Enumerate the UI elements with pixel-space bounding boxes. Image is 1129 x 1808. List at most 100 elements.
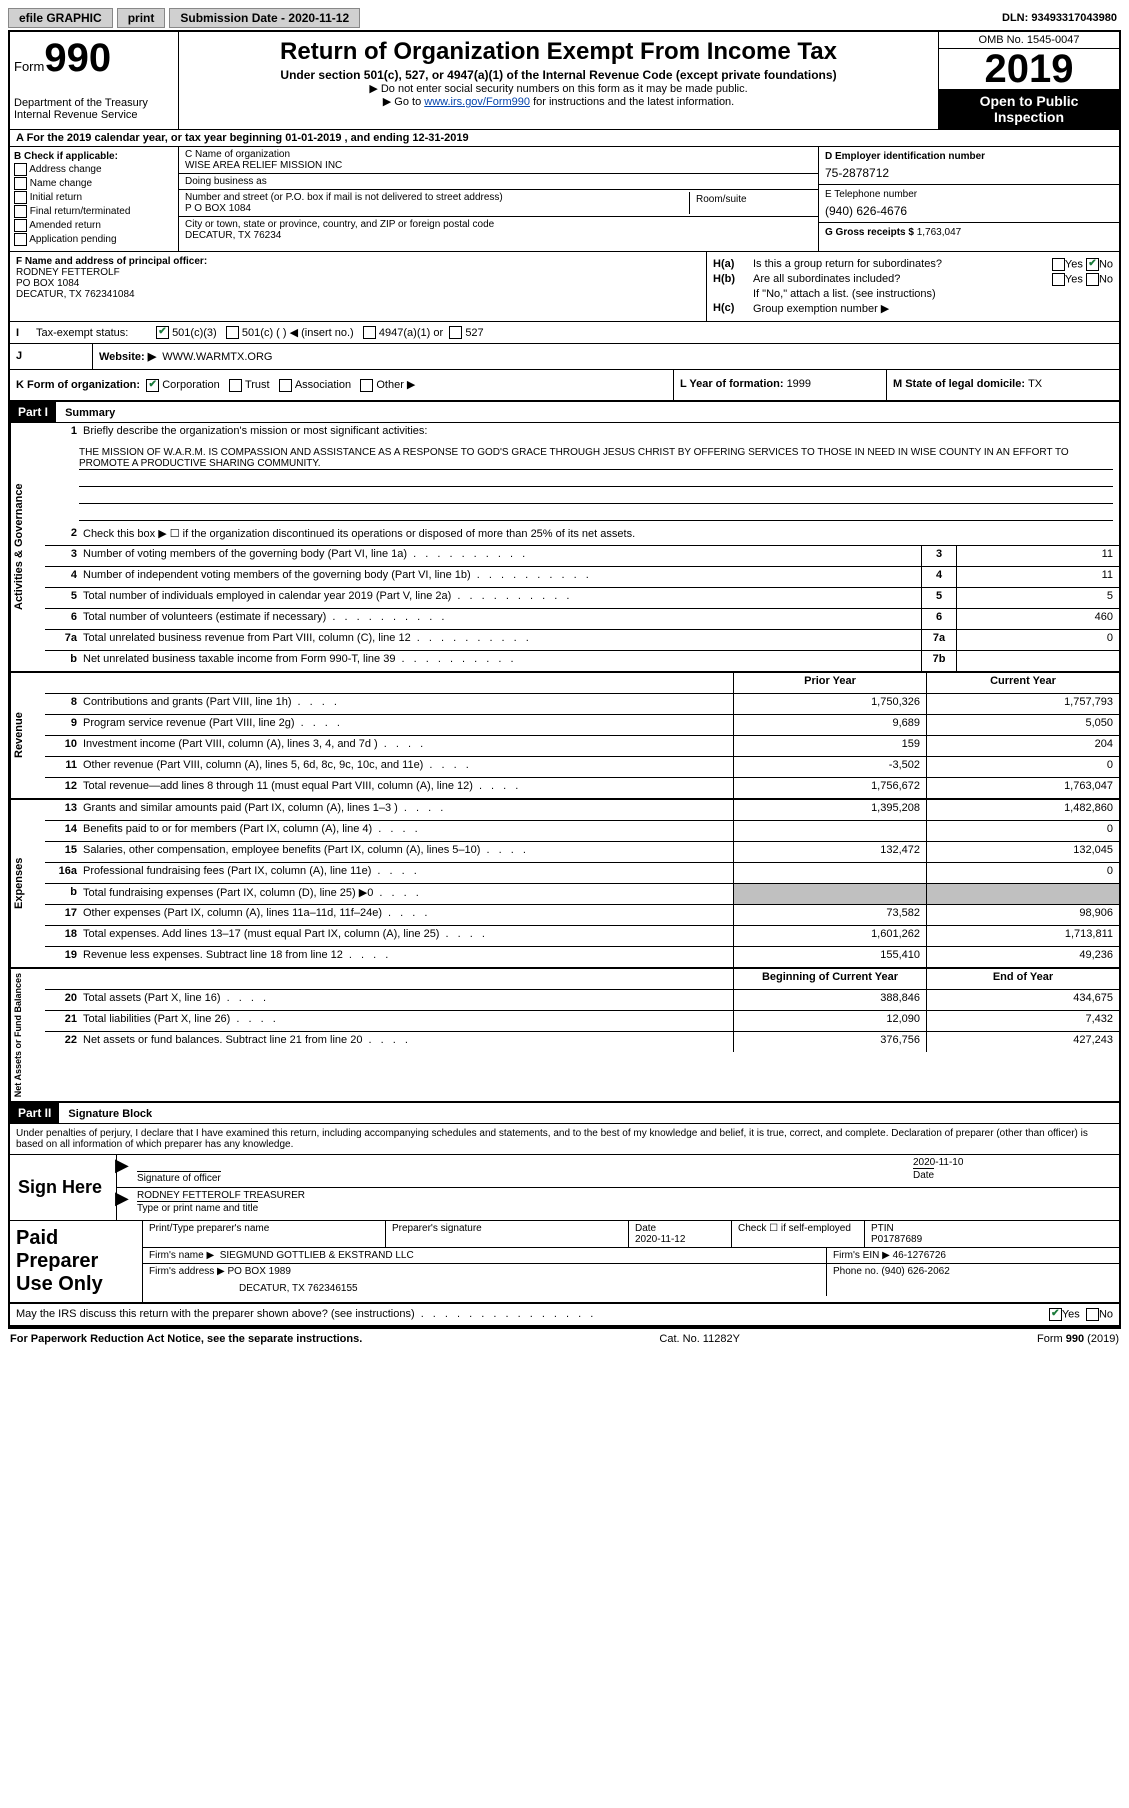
h-b-note: If "No," attach a list. (see instruction… [713,288,1113,300]
sig-date: 2020-11-10 [913,1157,1113,1168]
section-fh: F Name and address of principal officer:… [10,252,1119,322]
form-header: Form990 Department of the Treasury Inter… [10,32,1119,130]
line-7b: bNet unrelated business taxable income f… [45,650,1119,671]
org-name: WISE AREA RELIEF MISSION INC [185,160,812,171]
chk-name-change[interactable]: Name change [14,177,174,190]
line-7a: 7aTotal unrelated business revenue from … [45,629,1119,650]
rev-line-8: 8Contributions and grants (Part VIII, li… [45,693,1119,714]
paid-preparer-section: Paid Preparer Use Only Print/Type prepar… [10,1221,1119,1304]
officer-name-title: RODNEY FETTEROLF TREASURER [137,1190,1113,1201]
discuss-row: May the IRS discuss this return with the… [10,1304,1119,1327]
self-employed-check[interactable]: Check ☐ if self-employed [732,1221,865,1247]
rev-line-12: 12Total revenue—add lines 8 through 11 (… [45,777,1119,798]
hb-no-checkbox[interactable] [1086,273,1099,286]
print-button[interactable]: print [117,8,166,28]
gross-receipts: 1,763,047 [917,227,962,238]
dba-cell: Doing business as [179,174,818,190]
revenue-section: Revenue Prior Year Current Year 8Contrib… [10,673,1119,800]
h-a-row: H(a) Is this a group return for subordin… [713,258,1113,271]
na-line-22: 22Net assets or fund balances. Subtract … [45,1031,1119,1052]
city-cell: City or town, state or province, country… [179,217,818,243]
line-1: 1 Briefly describe the organization's mi… [45,423,1119,443]
phone-cell: E Telephone number (940) 626-4676 [819,185,1119,223]
ein-value: 75-2878712 [825,162,1113,180]
ha-no-checkbox[interactable] [1086,258,1099,271]
revenue-col-headers: Prior Year Current Year [45,673,1119,693]
row-klm: K Form of organization: Corporation Trus… [10,370,1119,402]
vtab-expenses: Expenses [10,800,45,967]
vtab-net-assets: Net Assets or Fund Balances [10,969,45,1101]
exp-line-16a: 16aProfessional fundraising fees (Part I… [45,862,1119,883]
footer-right: Form 990 (2019) [1037,1333,1119,1345]
chk-other[interactable] [360,379,373,392]
paid-preparer-label: Paid Preparer Use Only [10,1221,143,1302]
firm-addr2: DECATUR, TX 762346155 [149,1283,820,1294]
col-h-group: H(a) Is this a group return for subordin… [707,252,1119,321]
line-4: 4Number of independent voting members of… [45,566,1119,587]
form990-link[interactable]: www.irs.gov/Form990 [424,96,530,108]
submission-date-button[interactable]: Submission Date - 2020-11-12 [169,8,360,28]
topbar: efile GRAPHIC print Submission Date - 20… [8,8,1121,28]
row-j-website: J Website: ▶ WWW.WARMTX.ORG [10,344,1119,370]
goto-note: ▶ Go to www.irs.gov/Form990 for instruct… [183,95,934,108]
chk-corporation[interactable] [146,379,159,392]
efile-button[interactable]: efile GRAPHIC [8,8,113,28]
l-year-formation: L Year of formation: 1999 [673,370,886,400]
exp-line-19: 19Revenue less expenses. Subtract line 1… [45,946,1119,967]
discuss-yes-checkbox[interactable] [1049,1308,1062,1321]
room-suite-label: Room/suite [690,192,812,214]
exp-line-b: bTotal fundraising expenses (Part IX, co… [45,883,1119,904]
sign-here-row: Sign Here ▶ Signature of officer 2020-11… [10,1155,1119,1221]
submission-date: 2020-11-12 [288,11,349,25]
chk-4947[interactable] [363,326,376,339]
na-col-headers: Beginning of Current Year End of Year [45,969,1119,989]
na-line-20: 20Total assets (Part X, line 16) . . . .… [45,989,1119,1010]
firm-name: SIEGMUND GOTTLIEB & EKSTRAND LLC [220,1250,414,1261]
page-footer: For Paperwork Reduction Act Notice, see … [8,1329,1121,1349]
hb-yes-checkbox[interactable] [1052,273,1065,286]
discuss-no-checkbox[interactable] [1086,1308,1099,1321]
ha-yes-checkbox[interactable] [1052,258,1065,271]
officer-addr1: PO BOX 1084 [16,278,700,289]
chk-trust[interactable] [229,379,242,392]
firm-addr1: PO BOX 1989 [228,1266,291,1277]
chk-amended-return[interactable]: Amended return [14,219,174,232]
b-label: B Check if applicable: [14,151,174,162]
phone-value: (940) 626-4676 [825,200,1113,218]
signature-declaration: Under penalties of perjury, I declare th… [10,1124,1119,1155]
exp-line-14: 14Benefits paid to or for members (Part … [45,820,1119,841]
exp-line-15: 15Salaries, other compensation, employee… [45,841,1119,862]
section-bcdeg: B Check if applicable: Address change Na… [10,147,1119,252]
exp-line-13: 13Grants and similar amounts paid (Part … [45,800,1119,820]
exp-line-17: 17Other expenses (Part IX, column (A), l… [45,904,1119,925]
row-a-tax-year: A For the 2019 calendar year, or tax yea… [10,130,1119,147]
h-b-yesno: Yes No [1052,273,1113,286]
chk-application-pending[interactable]: Application pending [14,233,174,246]
mission-text: THE MISSION OF W.A.R.M. IS COMPASSION AN… [45,443,1119,525]
chk-501c[interactable] [226,326,239,339]
chk-association[interactable] [279,379,292,392]
header-mid: Return of Organization Exempt From Incom… [179,32,938,129]
chk-initial-return[interactable]: Initial return [14,191,174,204]
row-i-tax-status: I Tax-exempt status: 501(c)(3) 501(c) ( … [10,322,1119,344]
chk-final-return[interactable]: Final return/terminated [14,205,174,218]
org-name-cell: C Name of organization WISE AREA RELIEF … [179,147,818,174]
h-a-yesno: Yes No [1052,258,1113,271]
chk-527[interactable] [449,326,462,339]
col-c-org-info: C Name of organization WISE AREA RELIEF … [179,147,818,251]
rev-line-10: 10Investment income (Part VIII, column (… [45,735,1119,756]
address-cell: Number and street (or P.O. box if mail i… [179,190,818,217]
footer-left: For Paperwork Reduction Act Notice, see … [10,1333,362,1345]
chk-address-change[interactable]: Address change [14,163,174,176]
col-de: D Employer identification number 75-2878… [818,147,1119,251]
line-6: 6Total number of volunteers (estimate if… [45,608,1119,629]
ptin: P01787689 [871,1234,922,1245]
submission-label: Submission Date - [180,11,288,25]
chk-501c3[interactable] [156,326,169,339]
officer-name: RODNEY FETTEROLF [16,267,700,278]
prep-row-2: Firm's name ▶ SIEGMUND GOTTLIEB & EKSTRA… [143,1248,1119,1264]
officer-signature-cell: ▶ Signature of officer 2020-11-10 Date [117,1155,1119,1188]
form-990: Form990 Department of the Treasury Inter… [8,30,1121,1329]
ein-cell: D Employer identification number 75-2878… [819,147,1119,185]
footer-mid: Cat. No. 11282Y [659,1333,740,1345]
